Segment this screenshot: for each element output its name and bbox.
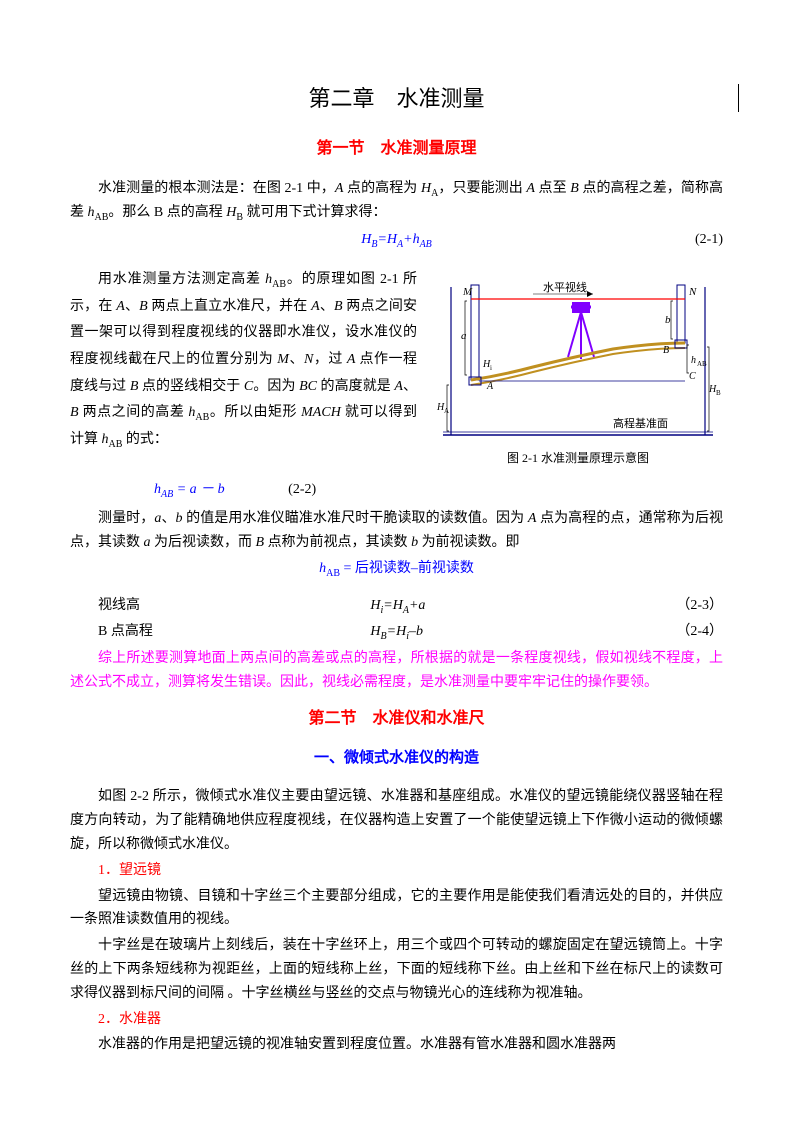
svg-text:h: h bbox=[691, 355, 696, 366]
s2-p2: 望远镜由物镜、目镜和十字丝三个主要部分组成，它的主要作用是能使我们看清远处的目的… bbox=[70, 885, 723, 933]
svg-text:b: b bbox=[665, 314, 671, 326]
equation-2-1: HB=HA+hAB (2-1) bbox=[70, 228, 723, 253]
svg-text:B: B bbox=[716, 389, 721, 397]
svg-text:AB: AB bbox=[697, 360, 707, 368]
svg-text:A: A bbox=[444, 407, 449, 415]
paragraph-intro: 水准测量的根本测法是：在图 2-1 中，A 点的高程为 HA，只要能测出 A 点… bbox=[70, 177, 723, 227]
svg-text:C: C bbox=[689, 371, 696, 382]
section-2-subtitle: 一、微倾式水准仪的构造 bbox=[70, 746, 723, 772]
s2-p4: 水准器的作用是把望远镜的视准轴安置到程度位置。水准器有管水准器和圆水准器两 bbox=[70, 1033, 723, 1057]
s2-p1: 如图 2-2 所示，微倾式水准仪主要由望远镜、水准器和基座组成。水准仪的望远镜能… bbox=[70, 785, 723, 856]
figure-caption: 图 2-1 水准测量原理示意图 bbox=[433, 448, 723, 468]
equation-2-2: hAB = a － b (2-2) bbox=[154, 478, 723, 503]
svg-text:B: B bbox=[663, 345, 669, 356]
s2-h2: 2．水准器 bbox=[70, 1008, 723, 1032]
s2-p3: 十字丝是在玻璃片上刻线后，装在十字丝环上，用三个或四个可转动的螺旋固定在望远镜筒… bbox=[70, 934, 723, 1005]
equation-hab-words: hAB = 后视读数–前视读数 bbox=[70, 557, 723, 582]
s2-h1: 1．望远镜 bbox=[70, 859, 723, 883]
svg-text:M: M bbox=[462, 286, 473, 298]
principle-paragraph: 用水准测量方法测定高差 hAB。的原理如图 2-1 所示，在 A、B 两点上直立… bbox=[70, 267, 417, 468]
section-1-title: 第一节 水准测量原理 bbox=[70, 135, 723, 162]
svg-text:i: i bbox=[490, 364, 492, 372]
paragraph-reading: 测量时，a、b 的值是用水准仪瞄准水准尺时干脆读取的读数值。因为 A 点为高程的… bbox=[70, 507, 723, 555]
summary-magenta: 综上所述要测算地面上两点间的高差或点的高程，所根据的就是一条程度视线，假如视线不… bbox=[70, 647, 723, 695]
svg-text:A: A bbox=[486, 381, 494, 392]
svg-text:高程基准面: 高程基准面 bbox=[613, 416, 668, 430]
svg-text:水平视线: 水平视线 bbox=[543, 280, 587, 294]
figure-2-1: 水平视线 M N a b bbox=[433, 267, 723, 468]
svg-text:N: N bbox=[688, 286, 697, 298]
svg-text:a: a bbox=[461, 330, 467, 342]
equation-2-3: 视线高 Hi=HA+a （2-3） bbox=[70, 594, 723, 619]
equation-2-4: B 点高程 HB=Hi–b （2-4） bbox=[70, 620, 723, 645]
chapter-title: 第二章 水准测量 bbox=[70, 80, 723, 117]
section-2-title: 第二节 水准仪和水准尺 bbox=[70, 705, 723, 732]
